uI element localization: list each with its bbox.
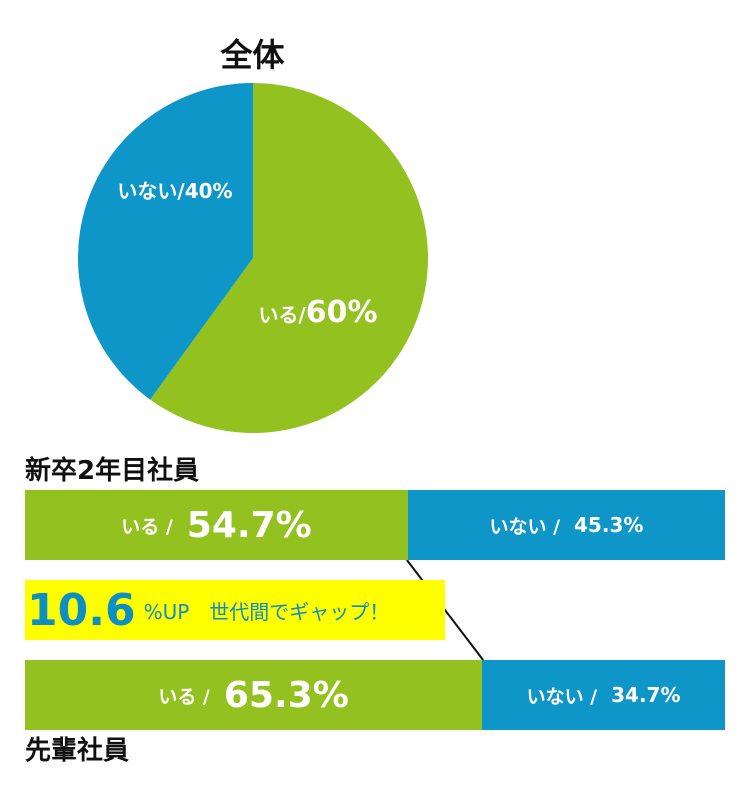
pie-slice-inai [77, 83, 253, 400]
senior-inai-segment: いない / 34.7% [482, 660, 725, 730]
new-grad-iru-value: 54.7% [186, 504, 312, 546]
pie-slice-iru [150, 83, 428, 433]
gap-value: 10.6 [27, 584, 136, 636]
new-grad-inai-label: いない / [489, 515, 561, 538]
senior-inai-value: 34.7% [611, 683, 681, 707]
pie-label-iru: いる/60% [258, 295, 377, 330]
new-grad-iru-label: いる / [121, 515, 173, 538]
senior-iru-segment: いる / 65.3% [25, 660, 483, 730]
new-grad-inai-value: 45.3% [574, 513, 644, 537]
new-grad-inai-segment: いない / 45.3% [407, 490, 725, 560]
gap-callout: 10.6 %UP 世代間でギャップ！ [25, 580, 445, 640]
senior-iru-value: 65.3% [223, 674, 349, 716]
pie-label-inai: いない/40% [117, 179, 232, 203]
new-grad-iru-segment: いる / 54.7% [25, 490, 408, 560]
senior-title: 先輩社員 [25, 736, 130, 766]
new-grad-bar: いる / 54.7% いない / 45.3% [25, 490, 725, 560]
gap-text: %UP 世代間でギャップ！ [143, 599, 390, 624]
pie-chart-title: 全体 [220, 36, 285, 74]
senior-inai-label: いない / [526, 685, 598, 708]
senior-bar: いる / 65.3% いない / 34.7% [25, 660, 725, 730]
senior-iru-label: いる / [158, 685, 210, 708]
new-grad-title: 新卒2年目社員 [25, 456, 200, 486]
